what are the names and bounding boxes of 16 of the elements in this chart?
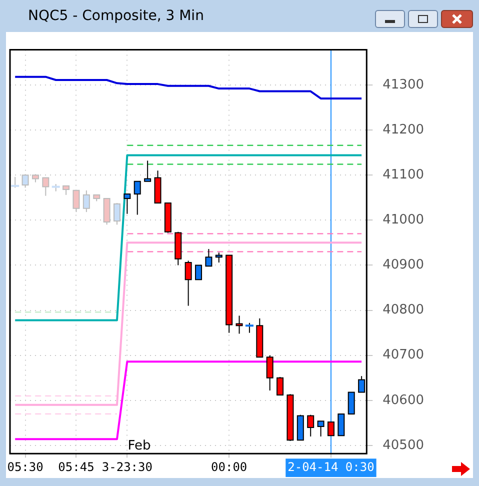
y-tick-label: 40800 — [382, 302, 424, 318]
y-tick-label: 40900 — [382, 258, 424, 273]
x-tick-label: 05:45 — [58, 460, 94, 474]
y-tick-label: 41100 — [382, 167, 424, 182]
x-tick-label: 3-23:30 — [102, 460, 152, 474]
chart-title: NQC5 - Composite, 3 Min — [28, 8, 204, 24]
y-tick-label: 40700 — [382, 348, 424, 363]
y-tick-label: 41300 — [382, 77, 424, 92]
y-tick-label: 41000 — [382, 212, 424, 228]
x-tick-label: 05:30 — [7, 460, 44, 474]
y-tick-label: 40600 — [382, 392, 424, 408]
y-tick-label: 40500 — [382, 438, 424, 453]
y-tick-label: 41200 — [382, 122, 424, 138]
x-tick-label: 2-04-14 0:30 — [288, 460, 374, 474]
annotation: Feb — [128, 438, 151, 454]
x-tick-label: 00:00 — [211, 460, 248, 474]
